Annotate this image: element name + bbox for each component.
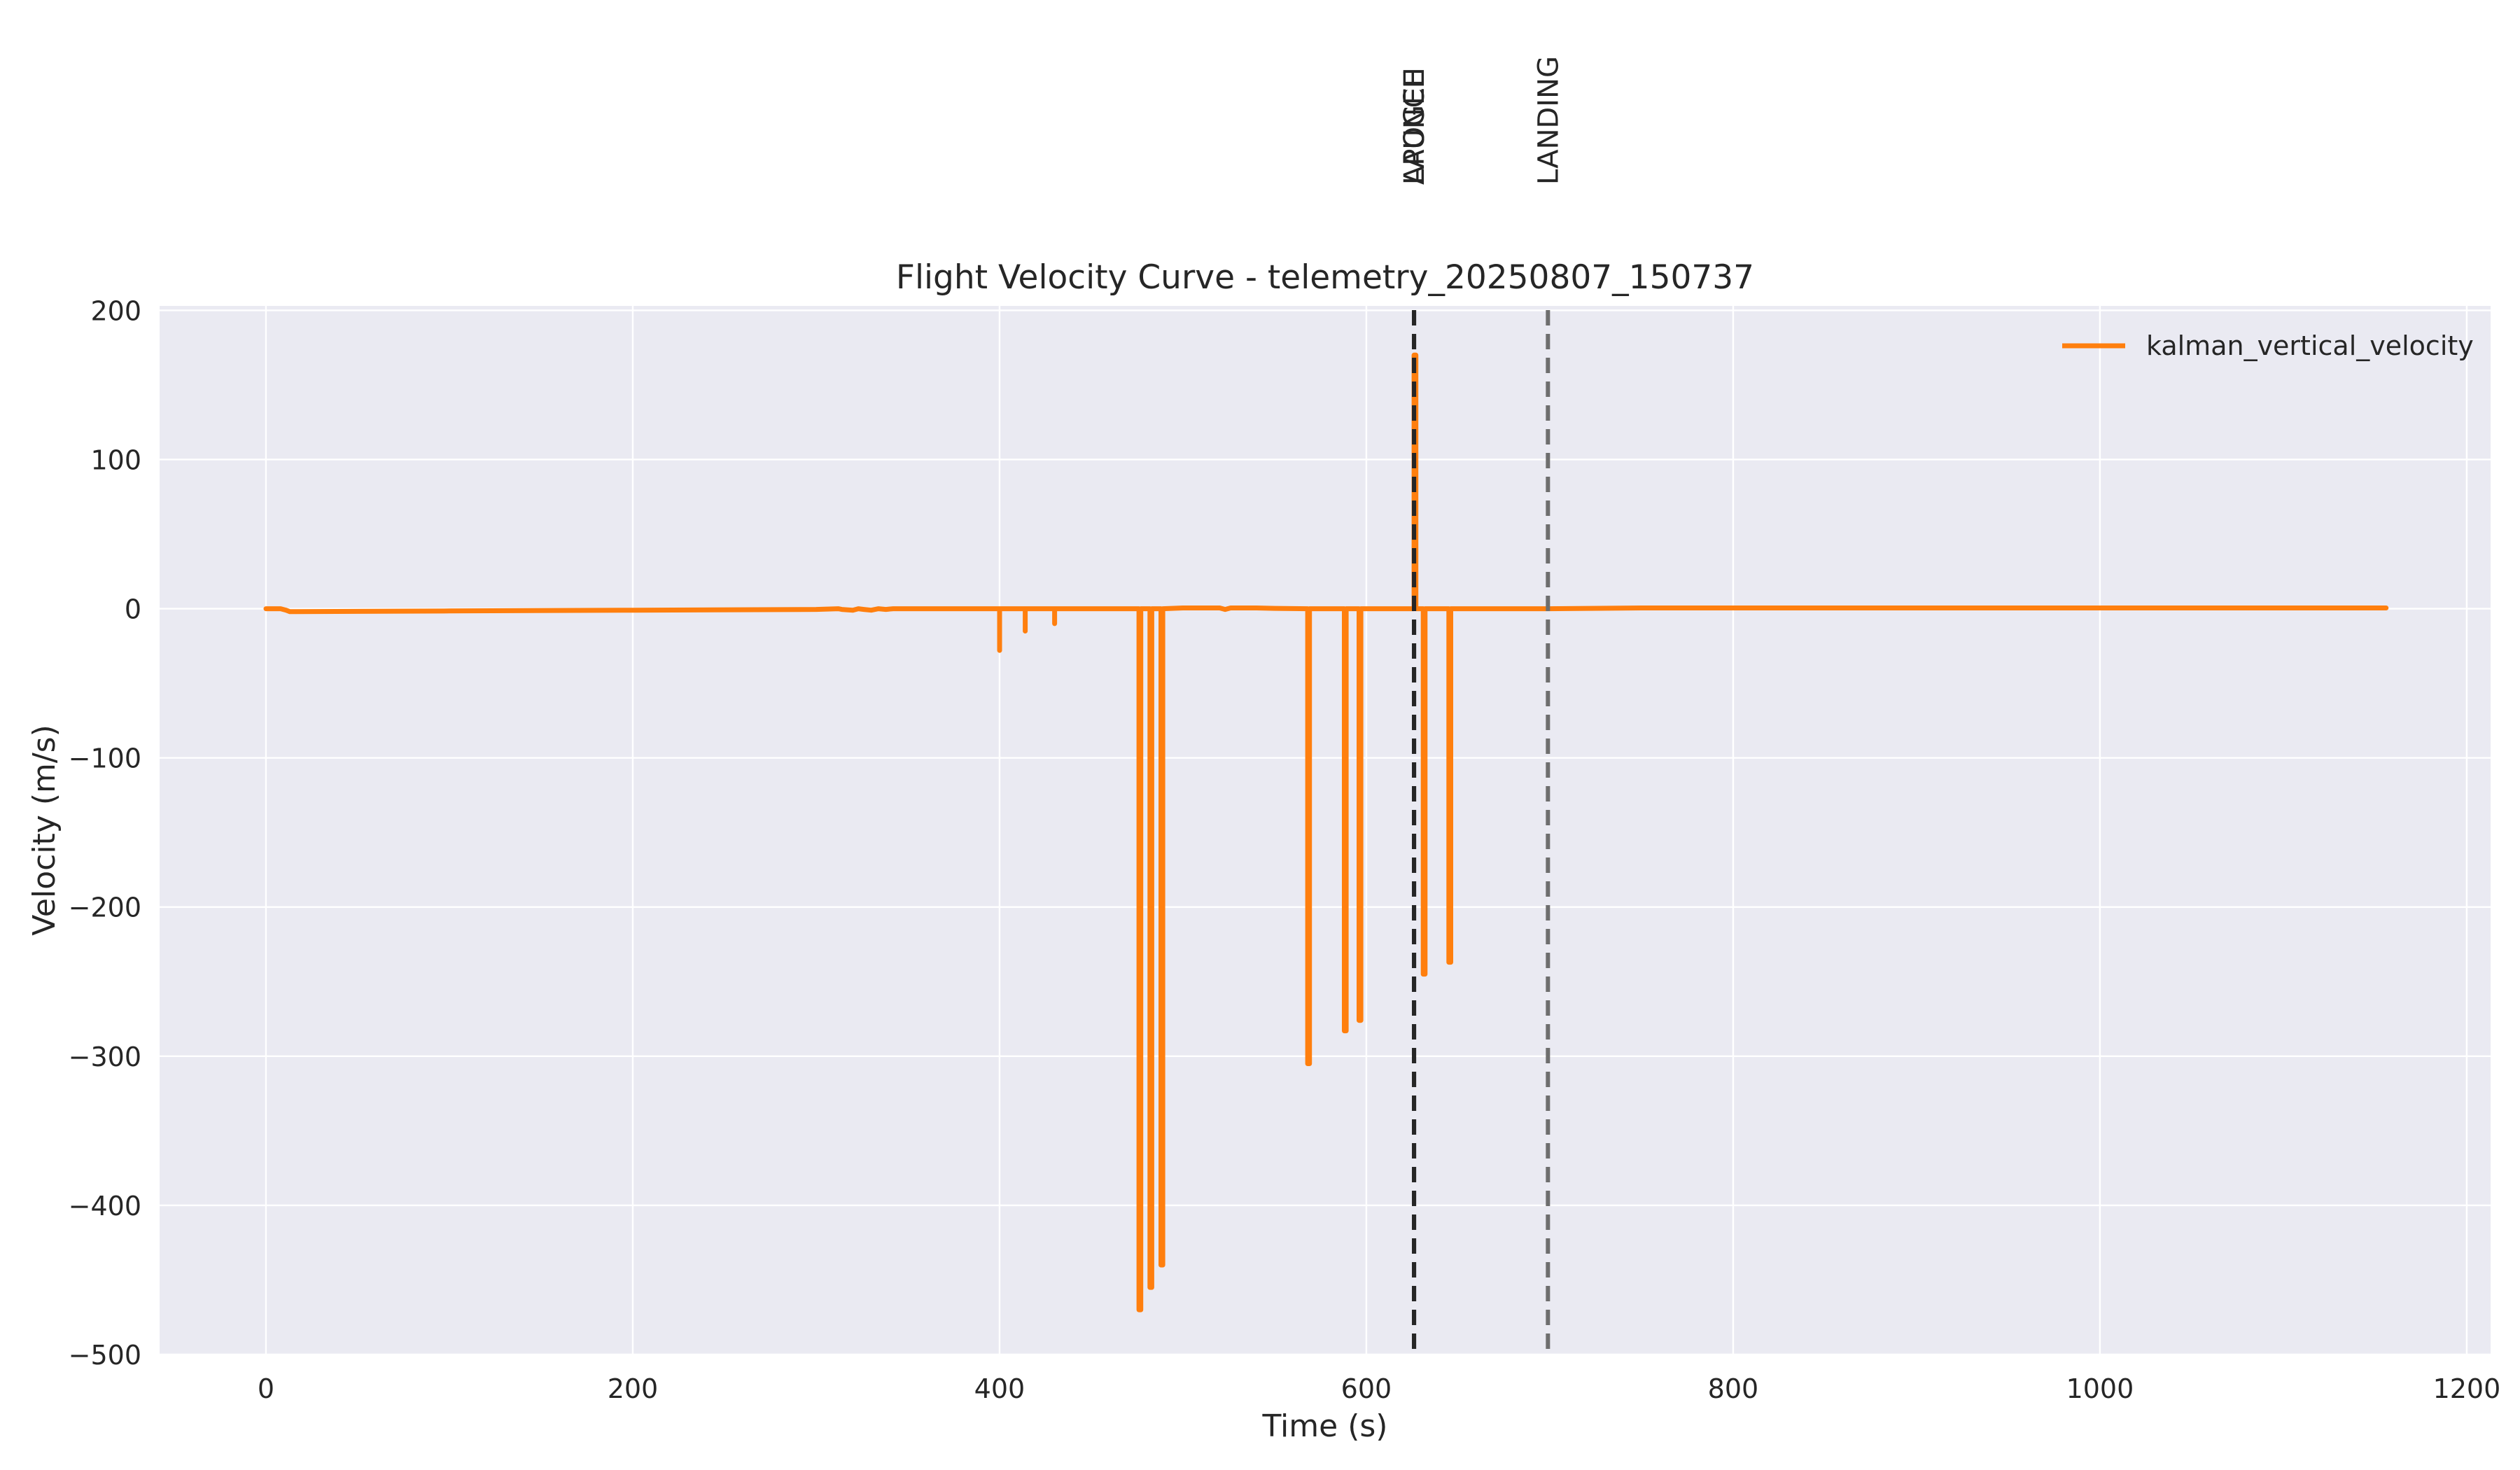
y-tick-label: −300 xyxy=(69,1042,141,1072)
chart-title: Flight Velocity Curve - telemetry_202508… xyxy=(896,258,1754,297)
x-tick-label: 400 xyxy=(974,1373,1026,1404)
x-tick-label: 600 xyxy=(1341,1373,1392,1404)
y-tick-label: 200 xyxy=(90,295,141,326)
event-label-launch: LAUNCH xyxy=(1399,67,1431,185)
series-line-kalman-vertical-velocity xyxy=(263,352,2389,1312)
series-layer xyxy=(263,352,2389,1312)
x-tick-label: 1000 xyxy=(2066,1373,2134,1404)
plot-area xyxy=(160,306,2491,1354)
x-tick-label: 800 xyxy=(1708,1373,1759,1404)
legend: kalman_vertical_velocity xyxy=(2062,330,2474,361)
y-tick-label: −100 xyxy=(69,743,141,774)
x-tick-label: 0 xyxy=(258,1373,274,1404)
x-axis-label: Time (s) xyxy=(1262,1408,1388,1444)
x-tick-label: 200 xyxy=(608,1373,659,1404)
y-tick-label: 100 xyxy=(90,444,141,475)
event-label-landing: LANDING xyxy=(1532,56,1564,185)
y-axis-label: Velocity (m/s) xyxy=(27,724,62,936)
y-tick-label: −400 xyxy=(69,1191,141,1222)
event-label-apogee: APOGEE xyxy=(1399,69,1431,185)
legend-label-kalman-vertical-velocity: kalman_vertical_velocity xyxy=(2146,330,2474,361)
y-tick-label: −200 xyxy=(69,892,141,923)
x-axis-ticks: 0 200 400 600 800 1000 1200 xyxy=(258,1373,2500,1404)
y-tick-label: −500 xyxy=(69,1340,141,1371)
x-tick-label: 1200 xyxy=(2433,1373,2501,1404)
y-axis-ticks: 200 100 0 −100 −200 −300 −400 −500 xyxy=(69,295,141,1371)
y-tick-label: 0 xyxy=(125,594,141,625)
